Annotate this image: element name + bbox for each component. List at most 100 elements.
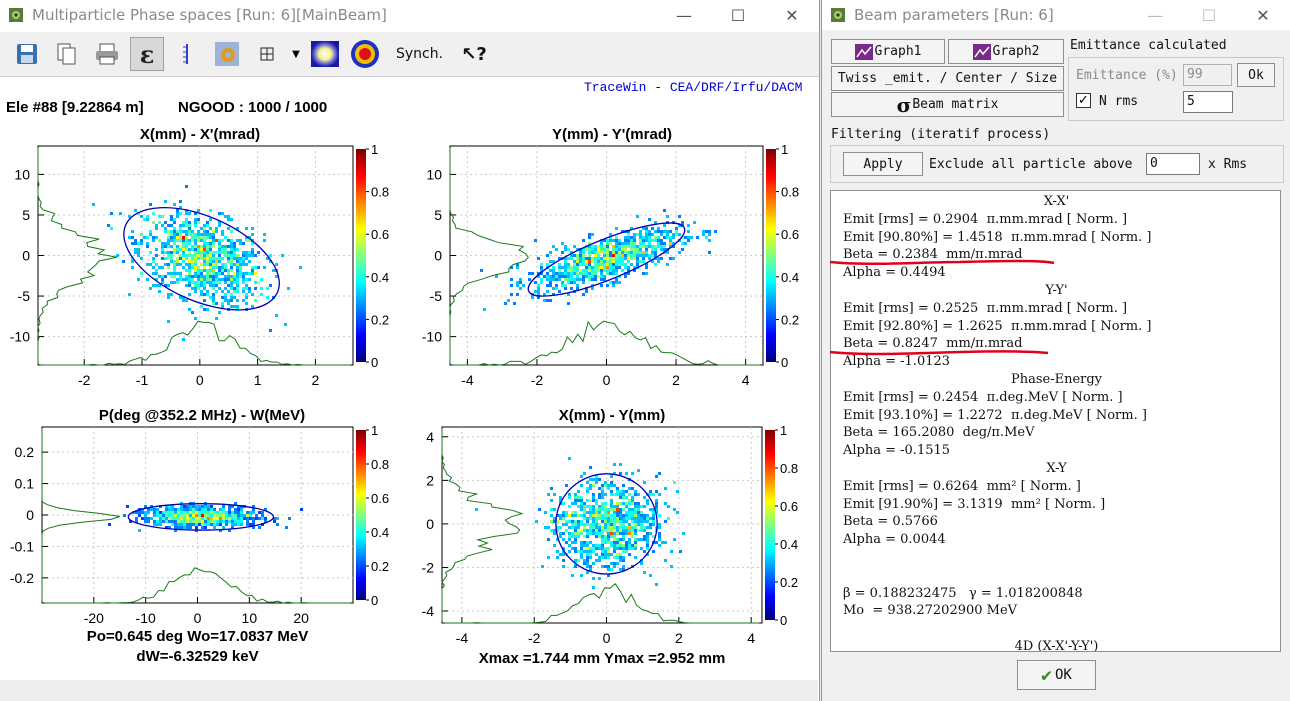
close-icon[interactable]: ✕ (1256, 5, 1270, 25)
synch-button[interactable]: Synch. (396, 46, 444, 62)
phase-space-plots-svg[interactable]: X(mm) - X'(mrad)-2 -1 0 1 21050-5-1010.80.60… (0, 78, 818, 678)
particle-point (224, 281, 227, 284)
nrms-checkbox[interactable]: ✓ (1076, 93, 1091, 108)
particle-point (176, 209, 179, 212)
particle-point (597, 266, 600, 269)
maximize-icon[interactable]: ☐ (730, 5, 746, 25)
particle-point (218, 239, 221, 242)
particle-point (588, 254, 591, 257)
save-icon[interactable] (10, 37, 44, 71)
settings-gear-icon[interactable] (210, 37, 244, 71)
particle-point (672, 236, 675, 239)
phase-space-titlebar[interactable]: Multiparticle Phase spaces [Run: 6][Main… (0, 0, 819, 30)
phase-space-plot-4[interactable]: X(mm) - Y(mm)-4 -2 0 2 4420-2-410.80.60.40.2… (422, 407, 799, 667)
particle-point (702, 233, 705, 236)
copy-icon[interactable] (50, 37, 84, 71)
particle-point (137, 248, 140, 251)
maximize-icon[interactable]: ☐ (1201, 5, 1217, 25)
particle-point (627, 272, 630, 275)
particle-point (212, 242, 215, 245)
particle-point (206, 221, 209, 224)
beam-results-text[interactable]: X-X' Emit [rms] = 0.2904 π.mm.mrad [ Norm… (830, 190, 1281, 652)
particle-point (616, 511, 619, 514)
particle-point (197, 272, 200, 275)
particle-point (201, 526, 204, 529)
beam-matrix-button[interactable]: σ Beam matrix (831, 92, 1064, 117)
x-profile-line (40, 320, 351, 366)
close-icon[interactable]: ✕ (785, 5, 799, 25)
ruler-icon[interactable] (170, 37, 204, 71)
particle-point (622, 559, 625, 562)
particle-point (708, 233, 711, 236)
epsilon-icon[interactable]: ε (130, 37, 164, 71)
particle-point (592, 493, 595, 496)
filtering-label: Filtering (iteratif process) (831, 127, 1051, 142)
particle-point (613, 514, 616, 517)
particle-point (182, 260, 185, 263)
particle-point (200, 248, 203, 251)
particle-point (585, 275, 588, 278)
particle-point (579, 269, 582, 272)
particle-point (216, 511, 219, 514)
particle-point (600, 284, 603, 287)
particle-point (556, 538, 559, 541)
particle-point (592, 499, 595, 502)
particle-point (582, 272, 585, 275)
particle-point (227, 215, 230, 218)
particle-point (570, 281, 573, 284)
phase-space-plot-3[interactable]: P(deg @352.2 MHz) - W(MeV)-20 -10 0 10 200.2… (10, 407, 389, 665)
particle-point (595, 553, 598, 556)
particle-point (558, 269, 561, 272)
particle-point (666, 251, 669, 254)
particle-point (585, 290, 588, 293)
colorbar (766, 149, 776, 362)
particle-point (227, 278, 230, 281)
nrms-field[interactable]: 5 (1183, 91, 1233, 113)
particle-point (622, 538, 625, 541)
minimize-icon[interactable]: — (1147, 5, 1163, 25)
dropdown-arrow-icon[interactable]: ▼ (292, 48, 300, 60)
graph1-button[interactable]: Graph1 (831, 39, 945, 64)
particle-point (588, 248, 591, 251)
particle-point (664, 520, 667, 523)
sigma-icon: σ (896, 92, 912, 117)
ok-button[interactable]: ✔ OK (1017, 660, 1096, 690)
particle-point (628, 508, 631, 511)
phase-space-plot-2[interactable]: Y(mm) - Y'(mrad)-4 -2 0 2 41050-5-1010.80.60… (422, 126, 799, 388)
particle-point (652, 511, 655, 514)
particle-point (631, 526, 634, 529)
particle-point (543, 293, 546, 296)
particle-point (162, 511, 165, 514)
emittance-percent-field[interactable]: 99 (1183, 64, 1232, 86)
beam-parameters-titlebar[interactable]: Beam parameters [Run: 6] — ☐ ✕ (822, 0, 1290, 30)
whats-this-help-icon[interactable]: ↖? (461, 43, 487, 65)
particle-point (195, 505, 198, 508)
twiss-button[interactable]: Twiss _emit. / Center / Size (831, 66, 1064, 91)
density-blur-icon[interactable] (308, 37, 342, 71)
particle-point (646, 532, 649, 535)
emittance-ok-button[interactable]: Ok (1237, 63, 1275, 87)
phase-space-plot-1[interactable]: X(mm) - X'(mrad)-2 -1 0 1 21050-5-1010.80.60… (10, 126, 389, 388)
colorbar-tick-label: 0.6 (371, 227, 389, 242)
grid-icon[interactable] (250, 37, 284, 71)
x-tick-label: -2 (78, 372, 91, 388)
particle-point (198, 520, 201, 523)
particle-point (164, 230, 167, 233)
particle-point (607, 520, 610, 523)
particle-point (230, 275, 233, 278)
exclude-threshold-field[interactable]: 0 (1146, 153, 1200, 175)
particle-point (547, 538, 550, 541)
particle-point (218, 281, 221, 284)
print-icon[interactable] (90, 37, 124, 71)
particle-point (237, 508, 240, 511)
y-tick-label: 0.1 (15, 476, 35, 492)
particle-point (708, 251, 711, 254)
graph2-button[interactable]: Graph2 (948, 39, 1064, 64)
particle-point (537, 275, 540, 278)
particle-point (639, 233, 642, 236)
particle-point (610, 529, 613, 532)
particle-point (636, 245, 639, 248)
density-target-icon[interactable] (348, 37, 382, 71)
apply-button[interactable]: Apply (843, 152, 923, 176)
minimize-icon[interactable]: — (676, 5, 692, 25)
